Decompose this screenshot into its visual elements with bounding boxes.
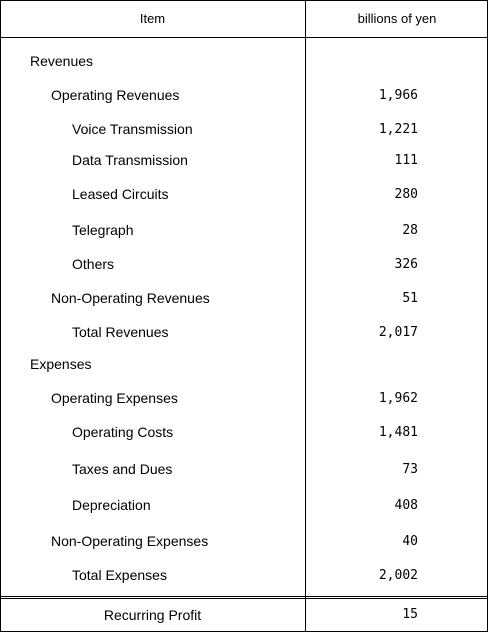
row-value-non-operating-revenues: 51	[402, 291, 418, 306]
row-value-total-expenses: 2,002	[378, 568, 418, 583]
row-label-others: Others	[72, 256, 115, 272]
row-label-total-revenues: Total Revenues	[72, 324, 169, 340]
row-label-operating-revenues: Operating Revenues	[51, 87, 180, 103]
row-value-operating-expenses: 1,962	[378, 391, 418, 406]
row-label-non-operating-expenses: Non-Operating Expenses	[51, 533, 209, 549]
row-value-total-revenues: 2,017	[378, 325, 418, 340]
column-divider	[305, 0, 306, 632]
footer-divider-upper	[0, 596, 488, 597]
column-header-item: Item	[139, 11, 166, 26]
row-label-operating-expenses: Operating Expenses	[51, 390, 178, 406]
footer-value-recurring-profit: 15	[402, 607, 418, 622]
section-label-revenues: Revenues	[30, 53, 94, 69]
row-label-voice-transmission: Voice Transmission	[72, 121, 193, 137]
row-value-operating-costs: 1,481	[378, 425, 418, 440]
row-label-non-operating-revenues: Non-Operating Revenues	[51, 290, 210, 306]
row-value-taxes-and-dues: 73	[402, 462, 418, 477]
header-divider	[0, 37, 488, 38]
row-value-depreciation: 408	[394, 498, 418, 513]
row-label-leased-circuits: Leased Circuits	[72, 186, 169, 202]
row-value-operating-revenues: 1,966	[378, 88, 418, 103]
column-header-unit: billions of yen	[357, 11, 437, 26]
row-value-telegraph: 28	[402, 223, 418, 238]
section-label-expenses: Expenses	[30, 356, 92, 372]
row-value-voice-transmission: 1,221	[378, 122, 418, 137]
row-label-telegraph: Telegraph	[72, 222, 134, 238]
footer-divider-lower	[0, 598, 488, 599]
row-label-data-transmission: Data Transmission	[72, 152, 188, 168]
row-label-total-expenses: Total Expenses	[72, 567, 167, 583]
row-label-operating-costs: Operating Costs	[72, 424, 174, 440]
row-value-data-transmission: 111	[394, 153, 418, 168]
row-label-taxes-and-dues: Taxes and Dues	[72, 461, 173, 477]
row-value-others: 326	[394, 257, 418, 272]
row-label-depreciation: Depreciation	[72, 497, 151, 513]
row-value-leased-circuits: 280	[394, 187, 418, 202]
footer-label-recurring-profit: Recurring Profit	[103, 607, 202, 623]
row-value-non-operating-expenses: 40	[402, 534, 418, 549]
